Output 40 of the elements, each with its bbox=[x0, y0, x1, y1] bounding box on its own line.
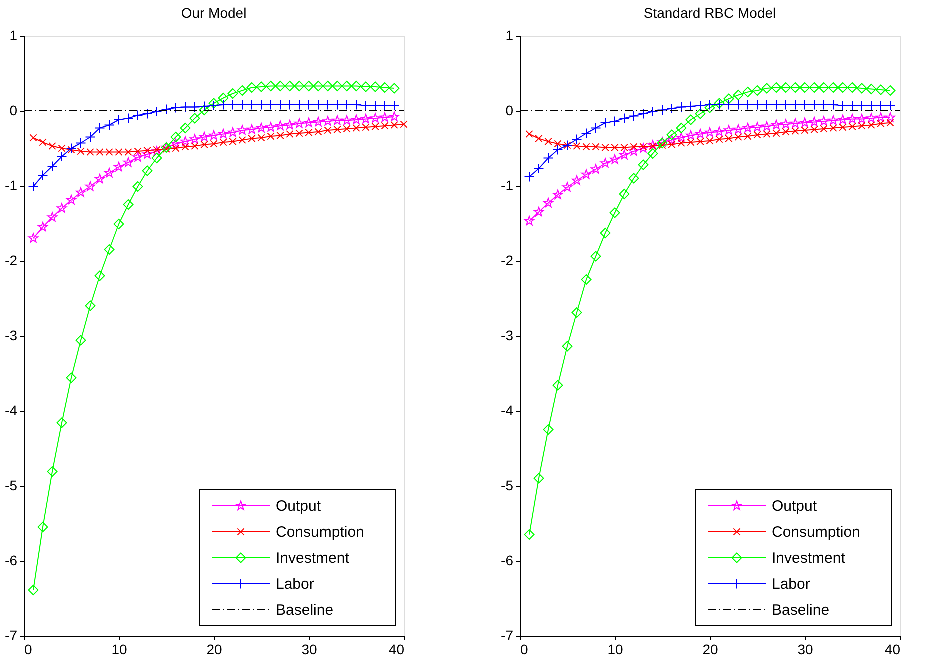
chart-title: Standard RBC Model bbox=[644, 5, 776, 21]
legend-label: Output bbox=[772, 498, 818, 515]
y-tick-label: -2 bbox=[501, 252, 514, 268]
x-tick-label: 40 bbox=[884, 642, 901, 658]
y-tick-label: -2 bbox=[5, 252, 18, 268]
y-tick-label: -1 bbox=[501, 178, 514, 194]
y-tick-label: -5 bbox=[501, 478, 514, 494]
legend-label: Baseline bbox=[276, 602, 334, 619]
y-tick-label: 1 bbox=[506, 28, 514, 44]
y-tick-label: -5 bbox=[5, 478, 18, 494]
x-tick-label: 40 bbox=[388, 642, 405, 658]
x-tick-label: 20 bbox=[702, 642, 718, 658]
y-tick-label: 1 bbox=[10, 28, 18, 44]
y-tick-label: -3 bbox=[501, 328, 514, 344]
y-tick-label: -3 bbox=[5, 328, 18, 344]
y-tick-label: 0 bbox=[506, 102, 514, 118]
x-tick-label: 30 bbox=[798, 642, 814, 658]
y-tick-label: -6 bbox=[5, 552, 18, 568]
y-tick-label: -4 bbox=[501, 402, 514, 418]
legend-label: Output bbox=[276, 498, 322, 515]
x-tick-label: 10 bbox=[608, 642, 624, 658]
y-tick-label: -4 bbox=[5, 402, 18, 418]
legend-label: Investment bbox=[276, 550, 350, 567]
legend-label: Investment bbox=[772, 550, 846, 567]
chart-title: Our Model bbox=[181, 5, 247, 21]
y-tick-label: 0 bbox=[10, 102, 18, 118]
y-tick-label: -7 bbox=[501, 628, 514, 644]
legend-label: Consumption bbox=[772, 524, 860, 541]
legend-label: Labor bbox=[276, 576, 314, 593]
x-tick-label: 10 bbox=[112, 642, 128, 658]
x-tick-label: 0 bbox=[24, 642, 32, 658]
x-tick-label: 0 bbox=[520, 642, 528, 658]
legend-label: Baseline bbox=[772, 602, 830, 619]
x-tick-label: 20 bbox=[206, 642, 222, 658]
y-tick-label: -7 bbox=[5, 628, 18, 644]
y-tick-label: -1 bbox=[5, 178, 18, 194]
legend-label: Consumption bbox=[276, 524, 364, 541]
legend-label: Labor bbox=[772, 576, 810, 593]
y-tick-label: -6 bbox=[501, 552, 514, 568]
x-tick-label: 30 bbox=[302, 642, 318, 658]
